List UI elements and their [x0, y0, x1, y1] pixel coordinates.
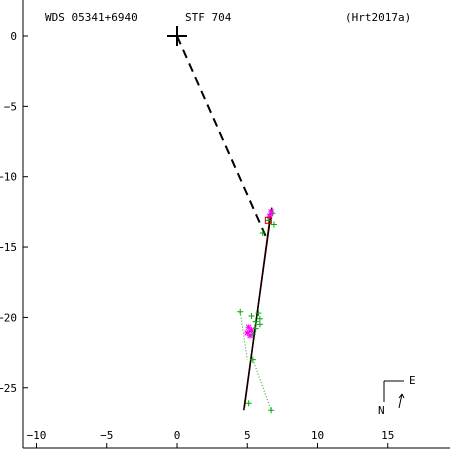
- observation-point: [259, 229, 266, 236]
- y-tick-label: −15: [0, 241, 17, 254]
- speckle-point: [244, 329, 251, 336]
- observation-point: [255, 310, 262, 317]
- y-tick-label: −10: [0, 171, 17, 184]
- x-tick-label: 15: [381, 429, 394, 442]
- y-tick-label: 0: [10, 30, 17, 43]
- observation-point: [268, 407, 275, 414]
- speckle-point: [248, 327, 255, 334]
- compass-rose: E N: [378, 374, 416, 417]
- x-tick-label: −10: [27, 429, 47, 442]
- x-tick-label: −5: [100, 429, 113, 442]
- compass-east-label: E: [409, 374, 416, 387]
- data-points: [237, 208, 277, 414]
- observation-point: [256, 321, 263, 328]
- observation-point: [252, 325, 259, 332]
- x-tick-label: 0: [174, 429, 181, 442]
- observation-point: [265, 217, 272, 224]
- discoverer-designation: STF 704: [185, 11, 232, 24]
- observation-point: [248, 312, 255, 319]
- speckle-point: [266, 213, 273, 220]
- primary-star-marker: [167, 26, 187, 46]
- motion-arrow-head: [398, 393, 405, 399]
- primary-star-cross: [167, 26, 187, 46]
- observation-point: [252, 318, 259, 325]
- motion-direction-arrow: [398, 393, 403, 409]
- speckle-point: [247, 332, 254, 339]
- primary-link-dashed-line: [176, 35, 267, 237]
- observation-point: [256, 315, 263, 322]
- y-tick-label: −25: [0, 382, 17, 395]
- y-tick-label: −5: [4, 100, 17, 113]
- compass-north-label: N: [378, 404, 385, 417]
- observation-point: [270, 221, 277, 228]
- speckle-point: [268, 208, 275, 215]
- x-tick-label: 5: [244, 429, 251, 442]
- observation-point: [245, 400, 252, 407]
- reference-epoch-marker: [264, 216, 272, 224]
- fit-lines: [176, 35, 273, 411]
- speckle-point: [245, 324, 252, 331]
- observation-point: [249, 356, 256, 363]
- y-tick-label: −20: [0, 311, 17, 324]
- observation-point: [237, 308, 244, 315]
- orbit-line: [242, 207, 273, 411]
- x-tick-label: 10: [311, 429, 324, 442]
- reference-code: (Hrt2017a): [345, 11, 411, 24]
- wds-designation: WDS 05341+6940: [45, 11, 138, 24]
- residual-dotted-line: [239, 311, 248, 360]
